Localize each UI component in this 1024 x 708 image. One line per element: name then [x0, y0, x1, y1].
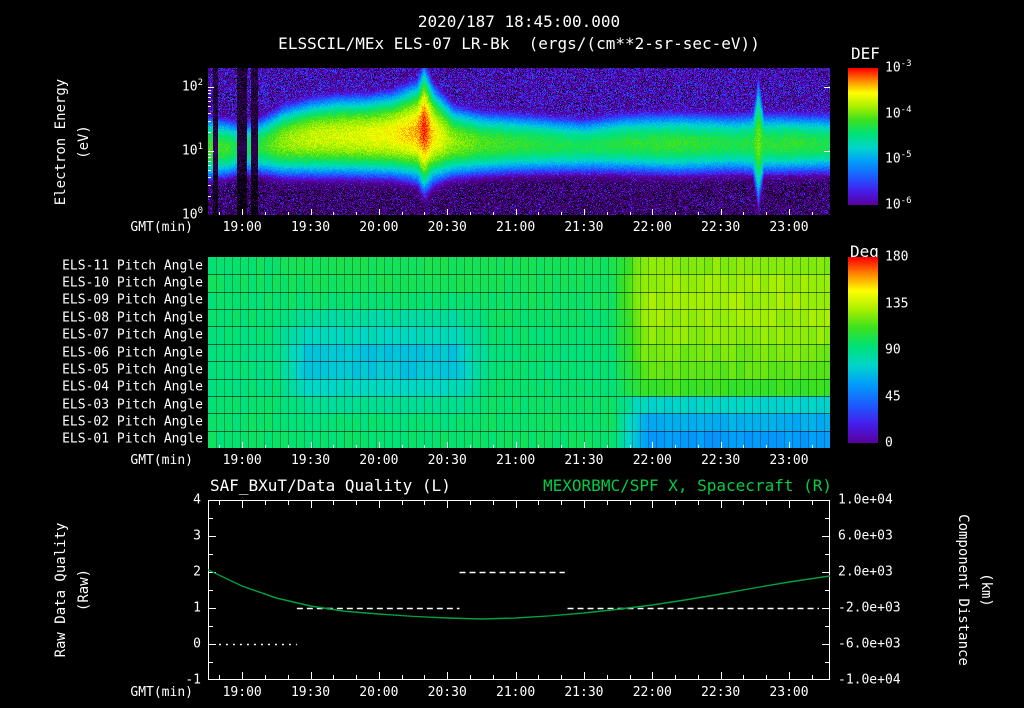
- x-tick-label-mid: 21:00: [496, 453, 536, 468]
- pitch-row-label: ELS-05 Pitch Angle: [62, 362, 203, 378]
- pitch-row-label: ELS-11 Pitch Angle: [62, 258, 203, 274]
- x-tick-label-bot: 21:00: [496, 685, 536, 700]
- electron-energy-spectrogram-canvas: [208, 68, 830, 215]
- x-tick-label-mid: 20:30: [427, 453, 467, 468]
- deg-colorbar-tick-label: 180: [885, 249, 909, 265]
- x-tick-label-top: 22:30: [701, 220, 741, 235]
- def-colorbar-tick-label: 10-5: [885, 150, 912, 167]
- distance-y-tick-label: 6.0e+03: [838, 528, 893, 544]
- x-tick-label-bot: 21:30: [564, 685, 604, 700]
- x-tick-label-bot: 23:00: [769, 685, 809, 700]
- spectrogram-y-axis-units: (eV): [76, 125, 92, 159]
- energy-y-tick-label: 100: [181, 206, 203, 223]
- x-axis-title-bot: GMT(min): [130, 685, 193, 700]
- x-tick-label-top: 22:00: [632, 220, 672, 235]
- distance-y-tick-label: 1.0e+04: [838, 492, 893, 508]
- energy-y-tick-label: 102: [181, 78, 203, 95]
- x-tick-label-mid: 21:30: [564, 453, 604, 468]
- x-tick-label-top: 23:00: [769, 220, 809, 235]
- x-tick-label-top: 19:30: [290, 220, 331, 235]
- energy-y-tick-label: 101: [181, 142, 203, 159]
- def-colorbar: [848, 68, 878, 205]
- x-tick-label-top: 21:30: [564, 220, 604, 235]
- quality-y-tick-label: 2: [193, 564, 201, 580]
- x-axis-title-mid: GMT(min): [130, 453, 193, 468]
- x-axis-title-top: GMT(min): [130, 220, 193, 235]
- x-tick-label-top: 19:00: [222, 220, 262, 235]
- distance-y-tick-label: 2.0e+03: [838, 564, 893, 580]
- quality-y-tick-label: -1: [185, 672, 201, 688]
- def-colorbar-tick-label: 10-4: [885, 104, 912, 122]
- deg-colorbar-tick-label: 90: [885, 342, 901, 358]
- deg-colorbar-tick-label: 0: [885, 435, 893, 451]
- quality-y-tick-label: 4: [193, 492, 201, 508]
- def-colorbar-tick-label: 10-6: [885, 196, 912, 213]
- distance-y-tick-label: -2.0e+03: [838, 600, 901, 616]
- x-tick-label-mid: 20:00: [359, 453, 399, 468]
- plot-title: ELSSCIL/MEx ELS-07 LR-Bk (ergs/(cm**2-sr…: [278, 34, 760, 53]
- bottom-title-right: MEXORBMC/SPF X, Spacecraft (R): [543, 476, 832, 495]
- quality-y-axis-label: Raw Data Quality: [53, 522, 69, 658]
- quality-y-tick-label: 0: [193, 636, 201, 652]
- x-tick-label-bot: 19:00: [222, 685, 262, 700]
- distance-y-axis-label: Component Distance: [955, 514, 971, 666]
- x-tick-label-bot: 22:00: [632, 685, 672, 700]
- def-colorbar-tick-label: 10-3: [885, 59, 912, 76]
- quality-y-tick-label: 1: [193, 600, 201, 616]
- x-tick-label-mid: 22:30: [701, 453, 741, 468]
- x-tick-label-top: 21:00: [496, 220, 536, 235]
- deg-colorbar-tick-label: 45: [885, 389, 901, 404]
- pitch-row-label: ELS-10 Pitch Angle: [62, 275, 203, 291]
- x-tick-label-mid: 22:00: [632, 453, 672, 468]
- distance-y-tick-label: -1.0e+04: [838, 672, 901, 688]
- pitch-row-label: ELS-08 Pitch Angle: [62, 310, 203, 326]
- x-tick-label-mid: 23:00: [769, 453, 809, 468]
- pitch-row-label: ELS-09 Pitch Angle: [62, 292, 203, 308]
- pitch-row-label: ELS-04 Pitch Angle: [62, 379, 203, 395]
- distance-y-axis-units: (km): [978, 573, 994, 607]
- quality-y-axis-units: (Raw): [76, 568, 92, 612]
- pitch-angle-heatmap-canvas: [208, 257, 830, 448]
- pitch-row-label: ELS-02 Pitch Angle: [62, 414, 203, 430]
- x-tick-label-bot: 19:30: [290, 685, 331, 700]
- x-tick-label-bot: 20:30: [427, 685, 467, 700]
- colorbar-def-title: DEF: [851, 44, 880, 63]
- pitch-row-label: ELS-06 Pitch Angle: [62, 345, 203, 360]
- quality-distance-plot-canvas: [208, 500, 830, 680]
- distance-y-tick-label: -6.0e+03: [838, 636, 901, 652]
- x-tick-label-top: 20:30: [427, 220, 467, 235]
- bottom-title-left: SAF_BXuT/Data Quality (L): [210, 476, 451, 495]
- pitch-row-label: ELS-07 Pitch Angle: [62, 327, 203, 343]
- colorbar-deg-title: Deg: [850, 242, 879, 261]
- x-tick-label-bot: 20:00: [359, 685, 399, 700]
- spectrogram-y-axis-label: Electron Energy: [53, 78, 69, 206]
- timestamp-title: 2020/187 18:45:00.000: [417, 12, 621, 31]
- x-tick-label-top: 20:00: [359, 220, 399, 235]
- x-tick-label-mid: 19:00: [222, 453, 262, 468]
- deg-colorbar-tick-label: 135: [885, 296, 909, 311]
- x-tick-label-mid: 19:30: [290, 453, 331, 468]
- deg-colorbar: [848, 257, 878, 443]
- quality-y-tick-label: 3: [193, 528, 201, 544]
- pitch-row-label: ELS-01 Pitch Angle: [62, 431, 203, 447]
- x-tick-label-bot: 22:30: [701, 685, 741, 700]
- pitch-row-label: ELS-03 Pitch Angle: [62, 397, 203, 413]
